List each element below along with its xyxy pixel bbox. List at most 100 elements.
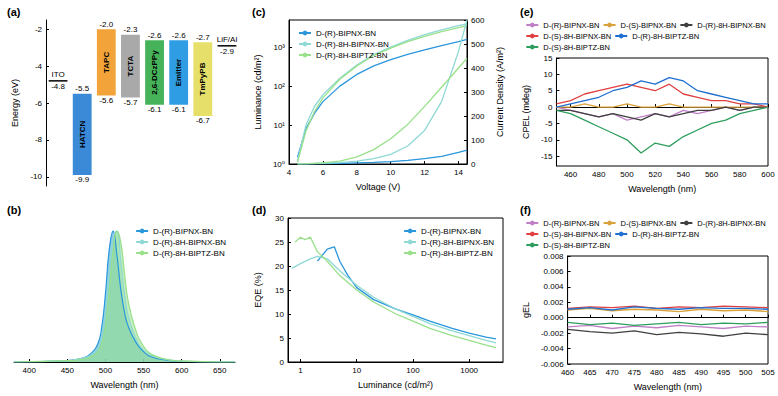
svg-text:0.008: 0.008 [544,252,565,261]
svg-text:600: 600 [471,16,485,25]
svg-text:(f): (f) [520,204,531,216]
svg-text:470: 470 [605,368,619,377]
svg-text:580: 580 [733,170,747,179]
svg-text:-9.9: -9.9 [75,175,89,184]
svg-text:ITO: ITO [51,70,64,79]
svg-text:D-(R)-8H-BIPTZ-BN: D-(R)-8H-BIPTZ-BN [632,230,699,239]
svg-text:6: 6 [321,168,326,177]
svg-text:-4: -4 [35,62,43,71]
svg-text:12: 12 [420,168,429,177]
svg-text:-2.6: -2.6 [148,31,162,40]
svg-text:D-(R)-8H-BIPNX-BN: D-(R)-8H-BIPNX-BN [697,21,765,30]
svg-text:10²: 10² [273,82,285,91]
svg-text:600: 600 [175,366,189,375]
svg-text:475: 475 [628,368,642,377]
svg-text:(e): (e) [520,6,534,18]
svg-text:0.006: 0.006 [544,267,565,276]
svg-text:4: 4 [287,168,292,177]
svg-text:10: 10 [352,366,361,375]
svg-text:(a): (a) [7,6,21,18]
svg-text:-15: -15 [541,152,553,161]
svg-text:D-(R)-BIPNX-BN: D-(R)-BIPNX-BN [543,219,599,228]
svg-text:D-(R)-8H-BIPTZ-BN: D-(R)-8H-BIPTZ-BN [632,32,699,41]
svg-text:-4.8: -4.8 [51,82,65,91]
svg-text:D-(S)-8H-BIPTZ-BN: D-(S)-8H-BIPTZ-BN [543,43,610,52]
svg-text:5: 5 [280,334,285,343]
svg-text:200: 200 [471,112,485,121]
svg-text:20: 20 [275,262,284,271]
svg-text:495: 495 [717,368,731,377]
svg-text:520: 520 [649,170,663,179]
svg-text:-6.1: -6.1 [148,105,162,114]
svg-text:(d): (d) [252,204,266,216]
svg-text:D-(R)-BIPNX-BN: D-(R)-BIPNX-BN [421,227,481,236]
svg-text:D-(R)-8H-BIPNX-BN: D-(R)-8H-BIPNX-BN [421,238,494,247]
svg-text:30: 30 [275,214,284,223]
svg-text:D-(S)-8H-BIPTZ-BN: D-(S)-8H-BIPTZ-BN [543,241,610,250]
svg-text:D-(S)-8H-BIPNX-BN: D-(S)-8H-BIPNX-BN [543,230,611,239]
svg-text:-10: -10 [30,172,42,181]
svg-text:10⁰: 10⁰ [273,160,285,169]
svg-text:D-(R)-8H-BIPNX-BN: D-(R)-8H-BIPNX-BN [316,40,389,49]
svg-text:465: 465 [583,368,597,377]
svg-text:Energy (eV): Energy (eV) [10,79,20,127]
svg-text:-5.7: -5.7 [124,98,138,107]
svg-text:Luminance (cd/m²): Luminance (cd/m²) [358,380,433,390]
svg-text:10: 10 [544,70,553,79]
svg-text:650: 650 [213,366,227,375]
svg-text:25: 25 [275,238,284,247]
svg-text:485: 485 [672,368,686,377]
svg-text:400: 400 [23,366,37,375]
svg-text:TAPC: TAPC [102,52,111,73]
svg-text:D-(S)-BIPNX-BN: D-(S)-BIPNX-BN [621,219,677,228]
svg-text:15: 15 [544,54,553,63]
svg-text:400: 400 [471,64,485,73]
svg-text:505: 505 [761,368,775,377]
svg-text:450: 450 [61,366,75,375]
svg-text:0.004: 0.004 [544,282,565,291]
svg-text:500: 500 [99,366,113,375]
svg-text:10³: 10³ [273,43,285,52]
svg-text:Wavelength (nm): Wavelength (nm) [634,382,702,392]
svg-text:-10: -10 [541,135,553,144]
svg-text:0: 0 [471,160,476,169]
svg-text:560: 560 [705,170,719,179]
svg-text:-2.6: -2.6 [172,31,186,40]
svg-text:1: 1 [298,366,303,375]
svg-text:0: 0 [548,103,553,112]
svg-text:CPEL (mdeg): CPEL (mdeg) [521,85,531,139]
svg-text:-0.002: -0.002 [541,329,564,338]
svg-text:Wavelength (nm): Wavelength (nm) [90,380,158,390]
svg-text:LiF/Al: LiF/Al [217,35,238,44]
svg-text:0.000: 0.000 [544,313,565,322]
svg-text:Voltage (V): Voltage (V) [356,182,401,192]
svg-text:Emitter: Emitter [174,59,183,87]
svg-text:460: 460 [561,368,575,377]
svg-text:100: 100 [471,136,485,145]
svg-text:0: 0 [280,358,285,367]
svg-text:D-(R)-8H-BIPTZ-BN: D-(R)-8H-BIPTZ-BN [316,51,388,60]
svg-text:D-(R)-BIPNX-BN: D-(R)-BIPNX-BN [153,227,213,236]
svg-text:480: 480 [650,368,664,377]
svg-text:D-(R)-8H-BIPTZ-BN: D-(R)-8H-BIPTZ-BN [153,249,225,258]
svg-text:D-(R)-BIPNX-BN: D-(R)-BIPNX-BN [543,21,599,30]
svg-text:-2: -2 [35,25,43,34]
svg-text:-2.7: -2.7 [196,33,210,42]
svg-text:gEL: gEL [521,302,531,318]
svg-text:TmPyPB: TmPyPB [198,62,207,95]
svg-text:1000: 1000 [460,366,478,375]
svg-text:15: 15 [275,286,284,295]
svg-text:8: 8 [355,168,360,177]
svg-text:-5.5: -5.5 [75,84,89,93]
svg-text:480: 480 [592,170,606,179]
svg-text:EQE (%): EQE (%) [253,272,263,308]
svg-text:HATCN: HATCN [78,120,87,148]
svg-text:-2.9: -2.9 [220,47,234,56]
svg-text:-0.004: -0.004 [541,344,564,353]
svg-text:Current Density (A/m²): Current Density (A/m²) [495,47,505,137]
svg-text:-8: -8 [35,135,43,144]
svg-text:2,6-DCzPPy: 2,6-DCzPPy [150,50,159,95]
svg-text:5: 5 [548,86,553,95]
svg-text:D-(S)-BIPNX-BN: D-(S)-BIPNX-BN [621,21,677,30]
svg-text:(b): (b) [7,204,21,216]
